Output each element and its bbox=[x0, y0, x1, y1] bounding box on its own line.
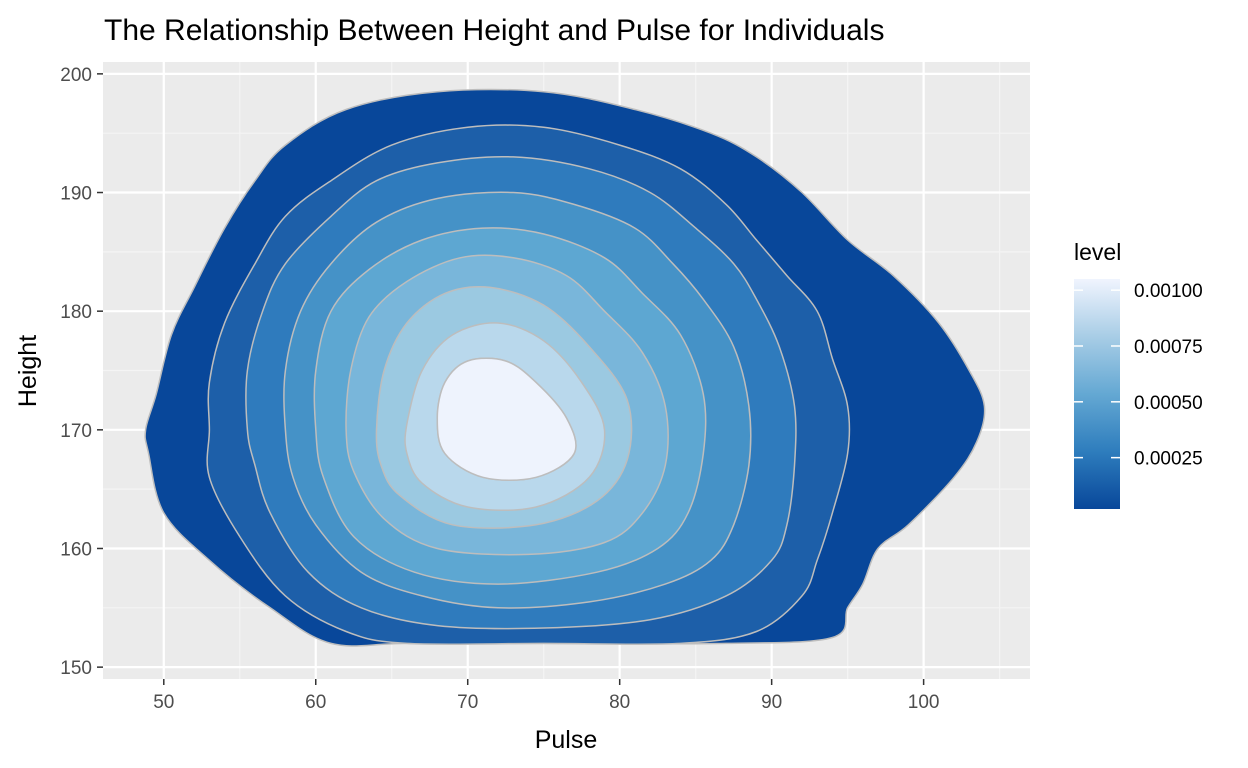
x-tick-label: 100 bbox=[908, 692, 940, 713]
y-tick-label: 190 bbox=[60, 184, 92, 205]
legend-label: 0.00100 bbox=[1134, 281, 1203, 302]
y-axis: 150 160 170 180 190 200 bbox=[60, 65, 103, 679]
legend-title: level bbox=[1074, 239, 1121, 265]
x-tick-label: 80 bbox=[609, 692, 630, 713]
y-tick-label: 170 bbox=[60, 421, 92, 442]
x-tick-label: 60 bbox=[305, 692, 326, 713]
legend-colorbar bbox=[1074, 279, 1120, 509]
contour-fills bbox=[144, 88, 986, 647]
y-tick-label: 150 bbox=[60, 658, 92, 679]
chart-title: The Relationship Between Height and Puls… bbox=[104, 14, 884, 47]
legend-label: 0.00025 bbox=[1134, 449, 1203, 470]
y-tick-label: 200 bbox=[60, 65, 92, 86]
legend-ticks: 0.00025 0.00050 0.00075 0.00100 bbox=[1074, 281, 1203, 470]
x-tick-label: 50 bbox=[153, 692, 174, 713]
legend-label: 0.00075 bbox=[1134, 337, 1203, 358]
y-axis-title: Height bbox=[14, 335, 42, 407]
y-tick-label: 160 bbox=[60, 539, 92, 560]
x-axis-title: Pulse bbox=[535, 726, 598, 754]
y-tick-label: 180 bbox=[60, 302, 92, 323]
x-axis: 50 60 70 80 90 100 bbox=[153, 679, 939, 713]
contour-band-peak bbox=[436, 357, 577, 481]
legend: level 0.00025 0.00050 0.00075 0.00100 bbox=[1074, 239, 1203, 509]
legend-label: 0.00050 bbox=[1134, 393, 1203, 414]
x-tick-label: 90 bbox=[761, 692, 782, 713]
x-tick-label: 70 bbox=[457, 692, 478, 713]
